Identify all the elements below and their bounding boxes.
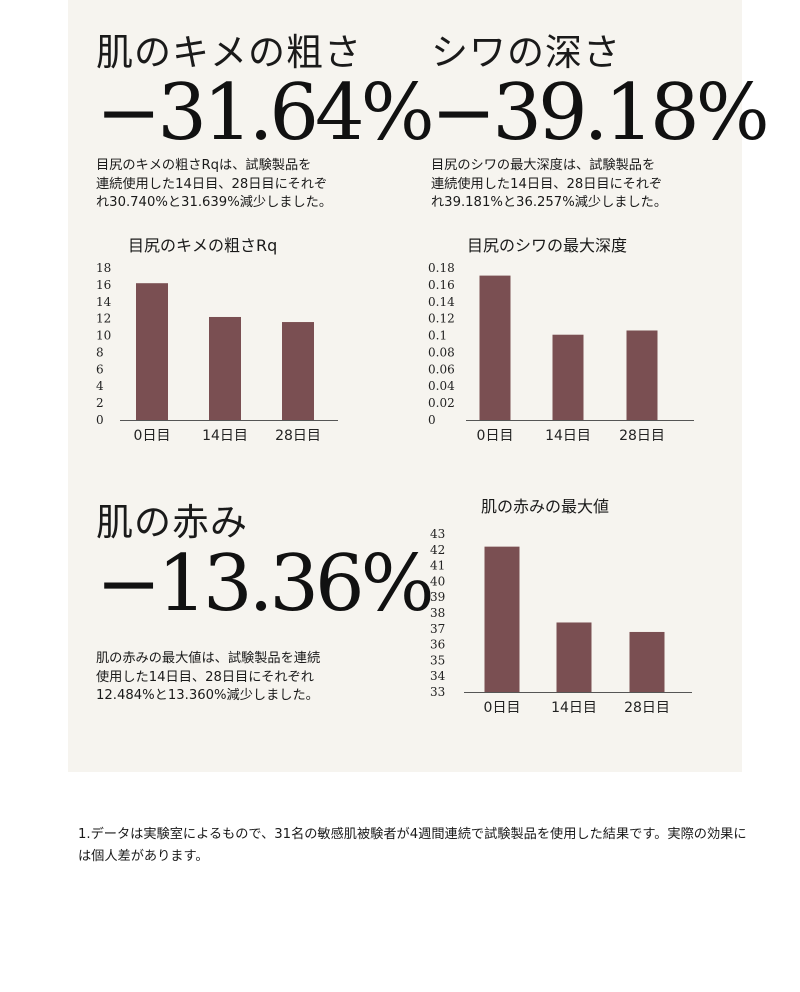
y-tick-label: 0.04	[428, 379, 455, 393]
chart-title-redness: 肌の赤みの最大値	[481, 497, 610, 516]
y-tick-label: 6	[96, 362, 104, 376]
x-category-label: 0日目	[484, 700, 521, 716]
y-tick-label: 12	[96, 312, 111, 326]
bar-14日目	[552, 334, 584, 420]
footnote: 1.データは実験室によるもので、31名の敏感肌被験者が4週間連続で試験製品を使用…	[78, 827, 747, 864]
bar-0日目	[479, 275, 511, 420]
y-tick-label: 0.02	[428, 396, 455, 410]
stat-value-redness: −13.36%	[96, 539, 435, 629]
description-redness: 肌の赤みの最大値は、試験製品を連続 使用した14日目、28日目にそれぞれ 12.…	[96, 651, 321, 703]
y-tick-label: 37	[430, 622, 445, 636]
x-category-label: 28日目	[275, 428, 321, 444]
bar-14日目	[209, 316, 241, 420]
y-tick-label: 39	[430, 590, 445, 604]
y-tick-label: 0.16	[428, 278, 455, 292]
y-tick-label: 0.06	[428, 362, 455, 376]
y-tick-label: 38	[430, 606, 445, 620]
section-title-texture: 肌のキメの粗さ	[96, 31, 362, 74]
bar-0日目	[136, 283, 168, 420]
y-tick-label: 0	[428, 413, 436, 427]
y-tick-label: 0.14	[428, 295, 455, 309]
y-tick-label: 0.18	[428, 261, 455, 275]
y-tick-label: 42	[430, 543, 445, 557]
stat-value-wrinkle: −39.18%	[431, 68, 770, 158]
chart-wrinkle: 0 0.02 0.04 0.06 0.08 0.1 0.12 0.14 0.16 0.18 0日目 1…	[428, 261, 694, 444]
stat-value-texture: −31.64%	[96, 68, 435, 158]
chart-texture: 0 2 4 6 8 10 12 14 16 18 0日目 14日目 28日目	[96, 261, 338, 444]
bar-14日目	[556, 622, 592, 692]
y-tick-label: 2	[96, 396, 104, 410]
y-tick-label: 36	[430, 638, 445, 652]
y-tick-label: 10	[96, 329, 111, 343]
y-tick-label: 0.12	[428, 312, 455, 326]
description-texture: 目尻のキメの粗さRqは、試験製品を 連続使用した14日目、28日目にそれぞ れ3…	[96, 158, 333, 210]
chart-title-texture: 目尻のキメの粗さRq	[128, 236, 278, 255]
x-category-label: 14日目	[545, 428, 591, 444]
y-tick-label: 0	[96, 413, 104, 427]
y-tick-label: 33	[430, 685, 445, 699]
y-tick-label: 8	[96, 345, 104, 359]
y-tick-label: 4	[96, 379, 104, 393]
bar-28日目	[282, 322, 314, 420]
y-tick-label: 0.08	[428, 345, 455, 359]
y-tick-label: 43	[430, 527, 445, 541]
section-title-redness: 肌の赤み	[96, 501, 248, 544]
x-category-label: 28日目	[619, 428, 665, 444]
y-tick-label: 16	[96, 278, 111, 292]
x-category-label: 0日目	[477, 428, 514, 444]
y-tick-label: 35	[430, 653, 445, 667]
bar-28日目	[629, 631, 665, 692]
x-category-label: 0日目	[134, 428, 171, 444]
section-title-wrinkle: シワの深さ	[431, 31, 621, 74]
x-category-label: 14日目	[551, 700, 597, 716]
y-tick-label: 14	[96, 295, 112, 309]
chart-title-wrinkle: 目尻のシワの最大深度	[467, 236, 628, 255]
y-tick-label: 34	[430, 669, 446, 683]
bar-28日目	[626, 330, 658, 420]
y-tick-label: 40	[430, 574, 445, 588]
description-wrinkle: 目尻のシワの最大深度は、試験製品を 連続使用した14日目、28日目にそれぞ れ3…	[431, 158, 668, 210]
bar-0日目	[484, 546, 520, 692]
y-tick-label: 0.1	[428, 329, 447, 343]
x-category-label: 14日目	[202, 428, 248, 444]
x-category-label: 28日目	[624, 700, 670, 716]
y-tick-label: 41	[430, 559, 445, 573]
y-tick-label: 18	[96, 261, 111, 275]
